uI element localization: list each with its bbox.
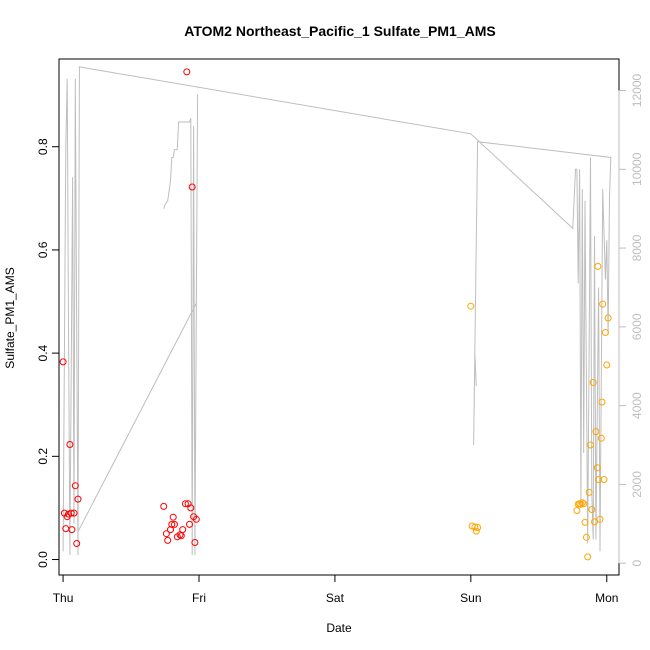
y-right-tick-label: 12000 [630, 74, 644, 108]
series-line-2 [62, 66, 612, 556]
data-point [600, 476, 608, 483]
data-point [467, 302, 475, 310]
y-tick-label: 0.0 [36, 551, 50, 568]
data-point [599, 300, 607, 308]
y-right-tick-label: 0 [630, 560, 644, 567]
x-tick-label: Fri [192, 591, 206, 605]
y-tick-label: 0.4 [36, 344, 50, 361]
data-point [598, 398, 606, 406]
data-point [601, 329, 609, 336]
y-axis: 0.0 0.2 0.4 0.6 0.8 [36, 138, 60, 568]
series-line-3 [77, 94, 199, 556]
data-point [578, 499, 586, 507]
x-axis-label: Date [326, 621, 352, 635]
data-point [581, 518, 589, 526]
x-tick-label: Mon [595, 591, 618, 605]
x-axis: Thu Fri Sat Sun Mon [53, 574, 618, 605]
data-point [192, 515, 200, 523]
data-point [585, 488, 593, 496]
data-point [74, 495, 82, 503]
data-point [188, 183, 196, 191]
x-tick-label: Thu [53, 591, 74, 605]
y-tick-label: 0.8 [36, 138, 50, 155]
data-point [71, 482, 79, 490]
data-point [70, 509, 78, 517]
data-point [179, 526, 187, 534]
data-point [595, 476, 603, 483]
data-point [66, 441, 74, 448]
data-point [594, 262, 602, 270]
data-point [603, 361, 611, 369]
x-tick-label: Sat [326, 591, 345, 605]
data-point [573, 507, 581, 514]
data-point [191, 539, 199, 546]
data-point [591, 518, 598, 526]
data-point [597, 434, 605, 442]
data-point [187, 504, 195, 512]
y-right-tick-label: 8000 [630, 234, 644, 261]
data-point [169, 513, 177, 521]
data-point [168, 520, 176, 528]
y-right-tick-label: 6000 [630, 313, 644, 340]
data-point [160, 502, 168, 510]
data-point [67, 509, 75, 517]
y-tick-label: 0.6 [36, 241, 50, 258]
data-point [604, 314, 612, 322]
y-tick-label: 0.2 [36, 448, 50, 465]
data-point [164, 536, 172, 544]
data-point [580, 500, 588, 508]
data-point [59, 358, 67, 366]
data-point [181, 500, 189, 508]
y-right-tick-label: 10000 [630, 152, 644, 186]
data-point [588, 506, 596, 513]
data-point [167, 526, 174, 534]
data-point [577, 500, 585, 508]
data-point [584, 553, 592, 561]
series-layer [59, 66, 612, 561]
y-axis-label: Sulfate_PM1_AMS [3, 267, 17, 368]
data-point [593, 464, 601, 472]
data-point [471, 523, 479, 531]
data-point [472, 527, 480, 535]
y-axis-right: 0 2000 4000 6000 8000 10000 12000 [618, 74, 644, 567]
data-point [186, 520, 193, 528]
chart-title: ATOM2 Northeast_Pacific_1 Sulfate_PM1_AM… [184, 23, 495, 39]
data-point [68, 526, 76, 534]
y-right-tick-label: 2000 [630, 471, 644, 498]
data-point [587, 441, 594, 449]
data-point [162, 530, 170, 538]
data-point [73, 540, 81, 547]
data-point [582, 533, 590, 541]
data-point [474, 524, 482, 531]
plot-frame [58, 58, 620, 576]
data-point [589, 379, 597, 386]
data-point [183, 68, 191, 76]
y-right-tick-label: 4000 [630, 392, 644, 419]
data-point [596, 515, 604, 523]
data-point [592, 428, 600, 436]
x-tick-label: Sun [460, 591, 481, 605]
data-point [171, 520, 178, 528]
